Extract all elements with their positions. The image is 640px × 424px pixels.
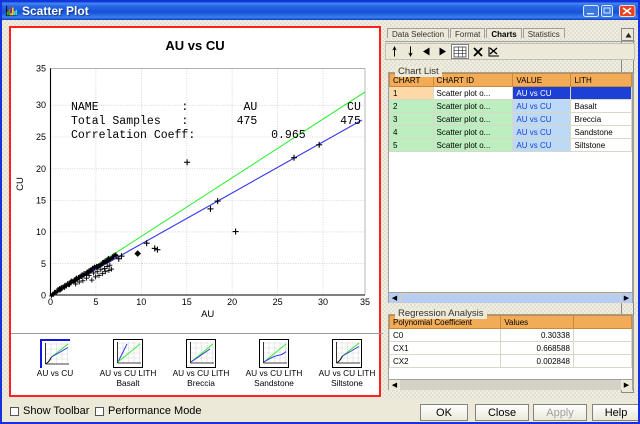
svg-text:5: 5 bbox=[93, 297, 98, 307]
svg-text:CU: CU bbox=[15, 177, 26, 191]
svg-text:20: 20 bbox=[227, 297, 237, 307]
svg-text:20: 20 bbox=[36, 164, 46, 174]
svg-text:30: 30 bbox=[318, 297, 328, 307]
svg-text:5: 5 bbox=[41, 259, 46, 269]
svg-text:0: 0 bbox=[41, 291, 46, 301]
svg-text:35: 35 bbox=[36, 64, 46, 74]
svg-text:10: 10 bbox=[136, 297, 146, 307]
svg-text:25: 25 bbox=[36, 132, 46, 142]
svg-text:AU: AU bbox=[201, 309, 214, 320]
svg-text:25: 25 bbox=[273, 297, 283, 307]
svg-text:0: 0 bbox=[48, 297, 53, 307]
svg-text:30: 30 bbox=[36, 100, 46, 110]
svg-text:15: 15 bbox=[36, 196, 46, 206]
svg-text:35: 35 bbox=[360, 297, 370, 307]
svg-text:10: 10 bbox=[36, 227, 46, 237]
svg-text:15: 15 bbox=[182, 297, 192, 307]
